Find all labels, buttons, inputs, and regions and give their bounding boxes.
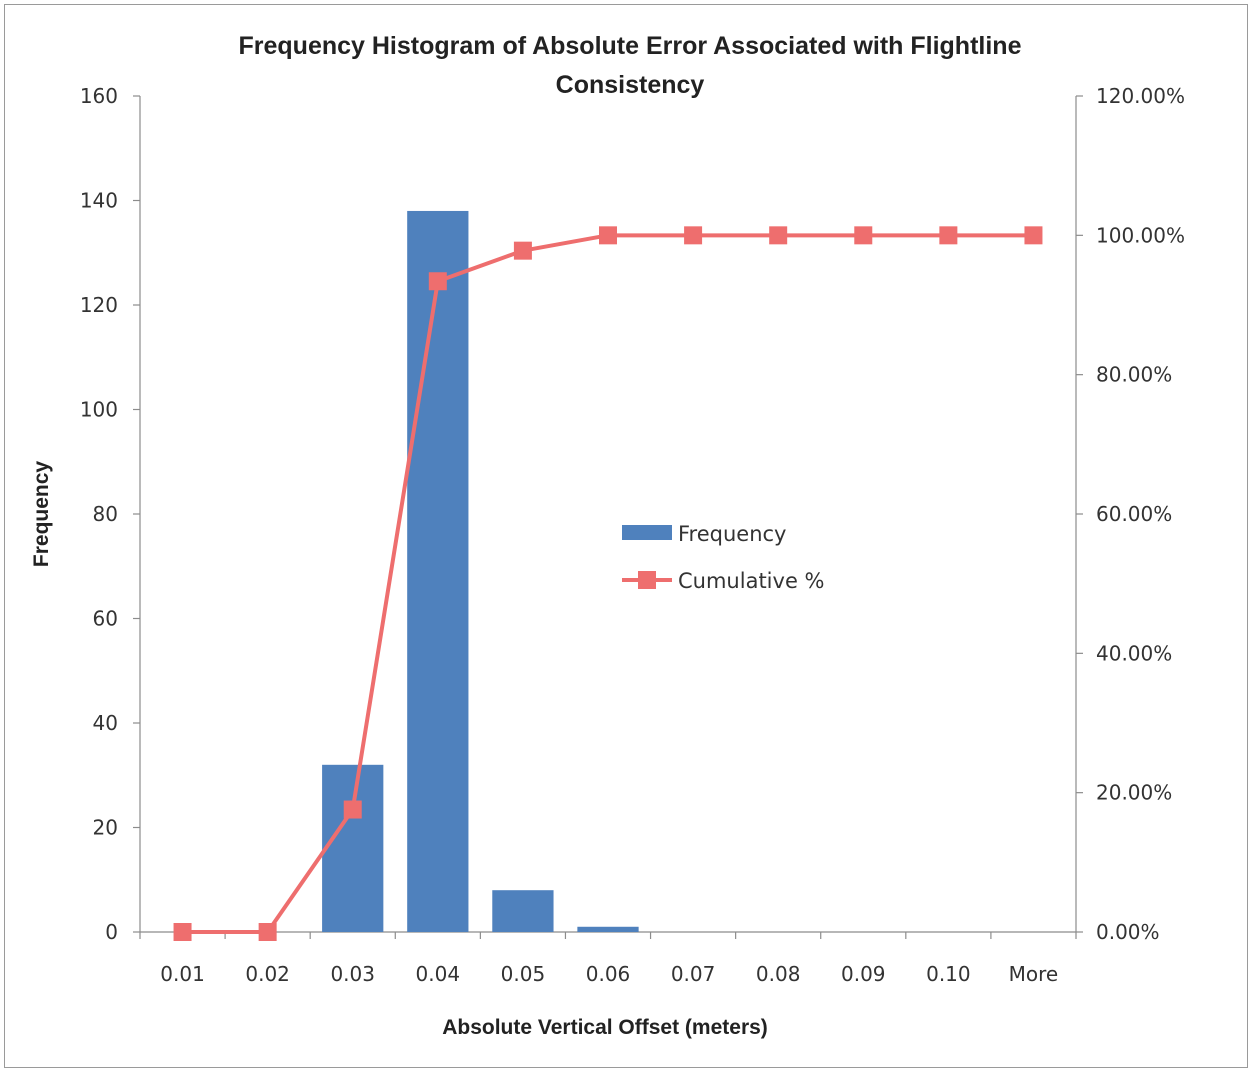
legend-frequency-label: Frequency bbox=[678, 522, 787, 546]
cumulative-line bbox=[182, 233, 1034, 934]
y-left-tick-label: 0 bbox=[105, 920, 118, 944]
legend-frequency-swatch bbox=[622, 525, 672, 540]
cumulative-point bbox=[769, 226, 788, 245]
x-tick-label: More bbox=[1009, 962, 1059, 986]
cumulative-point bbox=[939, 226, 958, 245]
cumulative-line-series bbox=[173, 226, 1043, 941]
y-right-tick-label: 40.00% bbox=[1096, 641, 1172, 665]
legend-cumulative-marker bbox=[638, 571, 656, 589]
cumulative-point bbox=[599, 226, 617, 245]
y-left-tick-label: 120 bbox=[80, 293, 118, 317]
cumulative-point bbox=[258, 923, 277, 941]
y-left-tick-label: 140 bbox=[80, 189, 118, 213]
x-tick-label: 0.01 bbox=[160, 962, 205, 986]
x-tick-label: 0.07 bbox=[671, 962, 716, 986]
cumulative-point bbox=[1024, 226, 1043, 245]
cumulative-point bbox=[854, 226, 873, 245]
x-tick-label: 0.08 bbox=[756, 962, 801, 986]
y-left-tick-label: 80 bbox=[93, 502, 118, 526]
y-right-tick-label: 20.00% bbox=[1096, 781, 1172, 805]
y-left-tick-label: 100 bbox=[80, 398, 118, 422]
cumulative-point bbox=[428, 272, 447, 291]
y-axis-title: Frequency bbox=[30, 461, 53, 568]
axes-group: 0 20 40 60 80 100 120 140 160 0.00% 20.00% 40.00% 60… bbox=[80, 84, 1185, 986]
x-tick-label: 0.10 bbox=[926, 962, 971, 986]
cumulative-point bbox=[684, 226, 703, 245]
y-left-tick-label: 160 bbox=[80, 84, 118, 108]
x-tick-label: 0.02 bbox=[245, 962, 290, 986]
x-tick-label: 0.04 bbox=[416, 962, 461, 986]
bar bbox=[577, 926, 639, 932]
y-right-tick-label: 120.00% bbox=[1096, 84, 1185, 108]
x-tick-label: 0.09 bbox=[841, 962, 886, 986]
x-tick-label: 0.06 bbox=[586, 962, 631, 986]
y-right-tick-label: 100.00% bbox=[1096, 223, 1185, 247]
x-tick-label: 0.05 bbox=[501, 962, 546, 986]
y-left-tick-label: 60 bbox=[93, 607, 118, 631]
cumulative-point bbox=[513, 241, 532, 260]
y-left-tick-label: 40 bbox=[93, 711, 118, 735]
chart-title-line-1: Frequency Histogram of Absolute Error As… bbox=[239, 32, 1022, 60]
bar-series bbox=[322, 210, 639, 932]
bar bbox=[322, 764, 384, 932]
x-tick-label: 0.03 bbox=[330, 962, 375, 986]
bar bbox=[492, 890, 554, 932]
legend: Frequency Cumulative % bbox=[622, 522, 825, 593]
y-right-tick-label: 0.00% bbox=[1096, 920, 1160, 944]
y-left-tick-label: 20 bbox=[93, 816, 118, 840]
cumulative-point bbox=[173, 923, 192, 941]
cumulative-point bbox=[343, 800, 362, 819]
y-right-tick-label: 80.00% bbox=[1096, 363, 1172, 387]
y-right-tick-label: 60.00% bbox=[1096, 502, 1172, 526]
chart-title-line-2: Consistency bbox=[556, 71, 705, 99]
bar bbox=[407, 210, 469, 932]
legend-cumulative-label: Cumulative % bbox=[678, 569, 825, 593]
x-axis-title: Absolute Vertical Offset (meters) bbox=[442, 1016, 768, 1039]
